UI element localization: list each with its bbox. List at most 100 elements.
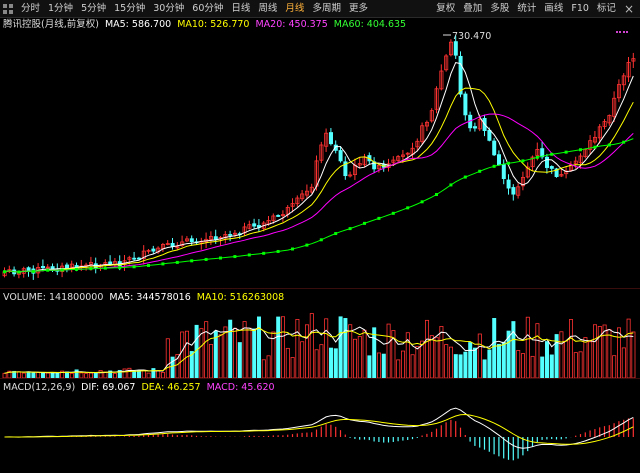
volume-bar — [472, 347, 477, 378]
volume-bar — [549, 354, 554, 378]
volume-bar — [156, 370, 161, 378]
candle-body — [208, 236, 213, 240]
period-tab[interactable]: 1分钟 — [48, 3, 74, 14]
candle-body — [593, 136, 598, 143]
stock-name: 腾讯控股(月线,前复权) — [3, 19, 99, 30]
candle-body — [564, 170, 569, 175]
ma60-marker — [204, 257, 208, 261]
ma60-marker — [377, 216, 381, 220]
macd-chart[interactable] — [0, 395, 640, 473]
ma60-marker — [334, 232, 338, 236]
volume-bar — [424, 319, 429, 378]
volume-bar — [60, 370, 65, 378]
volume-bar — [328, 347, 333, 378]
candle-body — [420, 125, 425, 143]
candle-body — [621, 75, 626, 86]
ma60-marker — [190, 259, 194, 263]
toolbar-action[interactable]: F10 — [571, 3, 589, 14]
volume-bar — [117, 369, 122, 378]
period-tab[interactable]: 周线 — [258, 3, 278, 14]
candle-body — [41, 265, 46, 269]
volume-bar — [300, 341, 305, 378]
period-tab[interactable]: 60分钟 — [192, 3, 224, 14]
volume-bar — [631, 331, 636, 378]
candle-body — [228, 234, 233, 236]
period-tab[interactable]: 更多 — [348, 3, 368, 14]
ma60-marker — [550, 152, 554, 156]
period-tab[interactable]: 月线 — [285, 3, 305, 14]
volume-bar — [511, 321, 516, 378]
volume-bar — [237, 342, 242, 378]
volume-bar — [410, 354, 415, 378]
period-tab[interactable]: 多周期 — [312, 3, 341, 14]
ma60-marker — [492, 164, 496, 168]
volume-bar — [540, 356, 545, 378]
candle-body — [223, 234, 228, 239]
candle-body — [271, 215, 276, 221]
volume-bar — [448, 346, 453, 378]
candle-body — [631, 58, 636, 62]
ma60-marker — [535, 155, 539, 159]
candle-body — [549, 166, 554, 169]
period-tab[interactable]: 5分钟 — [81, 3, 107, 14]
candle-body — [247, 224, 252, 229]
ma60-marker — [147, 263, 150, 267]
candle-body — [300, 193, 305, 200]
candle-body — [588, 140, 593, 150]
ma60-marker — [219, 256, 222, 260]
volume-bar — [276, 316, 281, 378]
period-tab[interactable]: 分时 — [21, 3, 41, 14]
ma60-marker — [521, 159, 525, 163]
volume-bar — [266, 355, 271, 378]
period-tab[interactable]: 日线 — [231, 3, 251, 14]
candle-body — [444, 55, 449, 71]
candlestick-chart[interactable] — [0, 30, 640, 288]
ma60-marker — [420, 200, 424, 204]
volume-bar — [583, 337, 588, 378]
volume-bar — [391, 330, 396, 378]
candle-body — [324, 132, 329, 147]
candle-body — [45, 266, 50, 269]
toolbar-action[interactable]: 统计 — [517, 3, 537, 14]
candle-body — [309, 186, 314, 193]
toolbar-action[interactable]: 画线 — [544, 3, 564, 14]
volume-chart[interactable] — [0, 306, 640, 378]
volume-bar — [151, 368, 156, 378]
candle-body — [391, 159, 396, 163]
ma60-marker — [507, 161, 510, 165]
volume-bar — [429, 335, 434, 378]
toolbar-action[interactable]: 标记 — [596, 3, 616, 14]
ma60-marker — [17, 270, 21, 274]
candle-body — [261, 222, 266, 229]
candle-body — [232, 232, 237, 235]
candle-body — [290, 203, 295, 207]
volume-bar — [487, 349, 492, 378]
volume-bar — [247, 327, 252, 378]
volume-bar — [343, 318, 348, 378]
candle-body — [343, 161, 348, 177]
toolbar-action[interactable]: 多股 — [490, 3, 510, 14]
volume-bar — [525, 316, 530, 378]
volume-bar — [271, 331, 276, 378]
volume-bar — [573, 352, 578, 378]
volume-bar — [141, 369, 146, 378]
candle-body — [525, 166, 530, 178]
ma60-marker — [103, 266, 107, 270]
dif-line — [4, 407, 634, 449]
candle-body — [511, 187, 516, 195]
candle-body — [583, 149, 588, 158]
volume-bar — [338, 316, 343, 378]
candle-body — [295, 197, 300, 205]
volume-bar — [559, 331, 564, 378]
volume-bar — [376, 352, 381, 378]
volume-bar — [175, 354, 180, 378]
close-icon[interactable]: × — [623, 1, 634, 16]
toolbar-action[interactable]: 复权 — [436, 3, 456, 14]
candle-body — [453, 41, 458, 56]
period-tab[interactable]: 15分钟 — [114, 3, 146, 14]
volume-bar — [468, 342, 473, 378]
period-tab[interactable]: 30分钟 — [153, 3, 185, 14]
ma60-marker — [60, 268, 64, 272]
grid-icon[interactable] — [3, 3, 13, 14]
toolbar-action[interactable]: 叠加 — [463, 3, 483, 14]
